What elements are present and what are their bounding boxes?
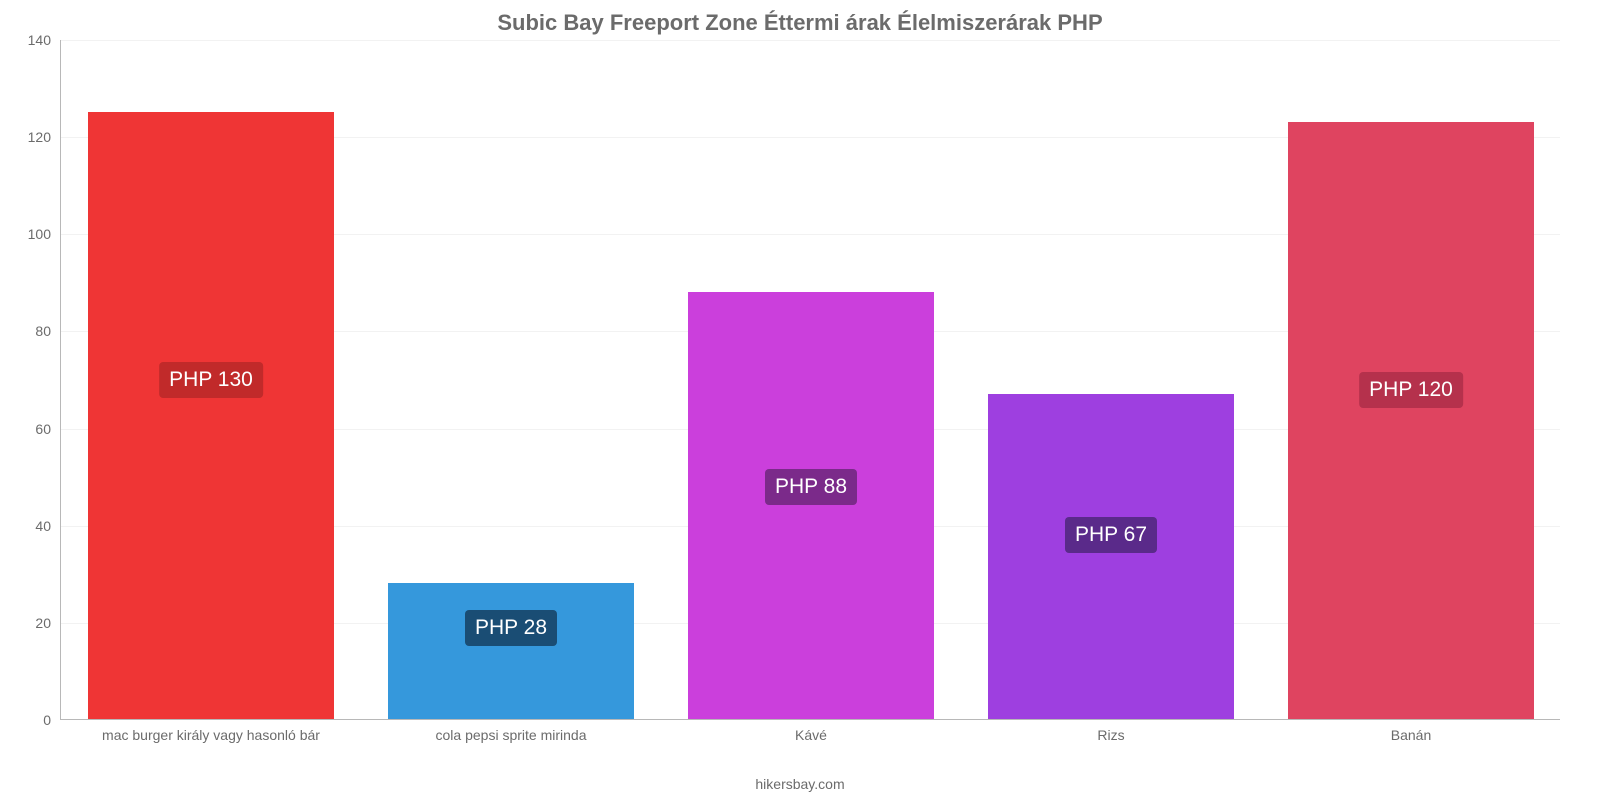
chart-title: Subic Bay Freeport Zone Éttermi árak Éle… (0, 10, 1600, 36)
x-tick-label: Rizs (1097, 719, 1124, 743)
bar-value-badge: PHP 88 (765, 469, 857, 505)
x-tick-label: Kávé (795, 719, 827, 743)
bar-value-badge: PHP 28 (465, 610, 557, 646)
y-tick-label: 80 (35, 323, 61, 339)
y-tick-label: 60 (35, 421, 61, 437)
chart-footer: hikersbay.com (0, 776, 1600, 792)
plot-area: 020406080100120140PHP 130mac burger kirá… (60, 40, 1560, 720)
x-tick-label: cola pepsi sprite mirinda (436, 719, 587, 743)
gridline (61, 40, 1560, 41)
bar (988, 394, 1234, 719)
y-tick-label: 20 (35, 615, 61, 631)
bar (1288, 122, 1534, 719)
bar-value-badge: PHP 67 (1065, 517, 1157, 553)
x-tick-label: Banán (1391, 719, 1431, 743)
x-tick-label: mac burger király vagy hasonló bár (102, 719, 320, 743)
y-tick-label: 0 (43, 712, 61, 728)
bar-chart: Subic Bay Freeport Zone Éttermi árak Éle… (0, 0, 1600, 800)
y-tick-label: 140 (28, 32, 61, 48)
bar-value-badge: PHP 130 (159, 362, 263, 398)
bar-value-badge: PHP 120 (1359, 372, 1463, 408)
bar (88, 112, 334, 719)
y-tick-label: 120 (28, 129, 61, 145)
bar (688, 292, 934, 719)
y-tick-label: 100 (28, 226, 61, 242)
y-tick-label: 40 (35, 518, 61, 534)
bar (388, 583, 634, 719)
